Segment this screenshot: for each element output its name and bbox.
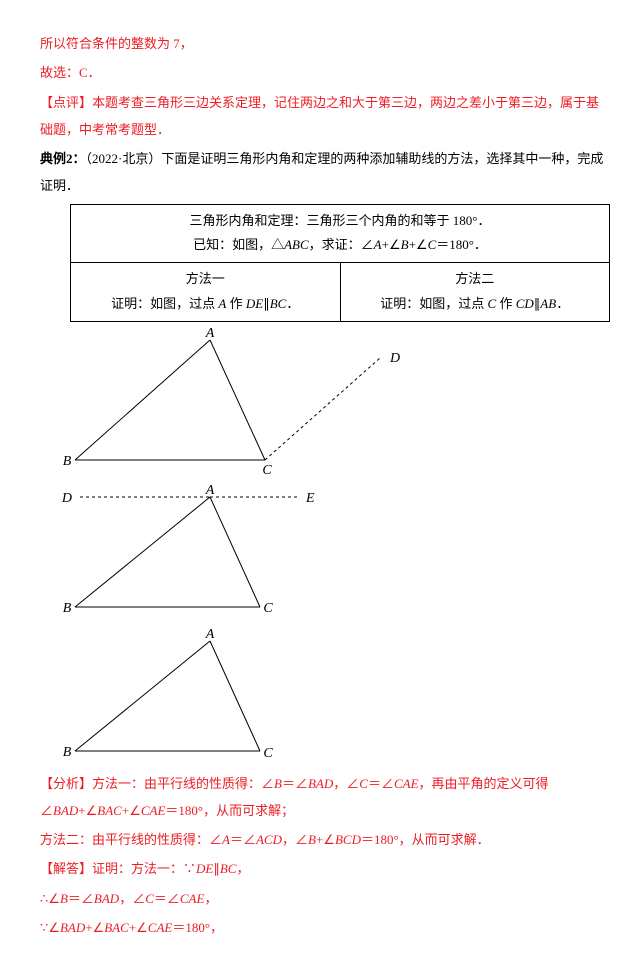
t2c: ，求证：∠: [309, 237, 374, 252]
aa: 【分析】方法一：由平行线的性质得：∠: [40, 776, 274, 791]
ao: ＝180°，从而可求解；: [165, 803, 294, 818]
s2b: B: [60, 891, 68, 906]
m2g1: +∠: [316, 832, 335, 847]
svg-text:A: A: [205, 328, 215, 341]
methods-table: 三角形内角和定理：三角形三个内角的和等于 180°． 已知：如图，△ABC，求证…: [70, 204, 610, 322]
m2i1: ＝180°，从而可求解．: [361, 832, 490, 847]
method1-cell: 方法一 证明：如图，过点 A 作 DE∥BC．: [71, 263, 341, 321]
t2b: ABC: [284, 237, 309, 252]
svg-text:D: D: [389, 351, 400, 366]
s3a: ∵∠: [40, 920, 60, 935]
m2a1: 方法二：由平行线的性质得：∠: [40, 832, 222, 847]
m2bg: ．: [556, 296, 569, 311]
answer-choice: 故选：C．: [40, 59, 611, 86]
example-body: （2022·北京）下面是证明三角形内角和定理的两种添加辅助线的方法，选择其中一种…: [40, 151, 603, 193]
t2f: B: [401, 237, 409, 252]
figure-2: A B C D E: [60, 482, 320, 622]
svg-text:A: A: [205, 483, 215, 498]
s2h: CAE: [180, 891, 205, 906]
m2bd: CD: [516, 296, 534, 311]
ad: BAD: [308, 776, 333, 791]
ak: +∠: [78, 803, 97, 818]
theorem-line1: 三角形内角和定理：三角形三个内角的和等于 180°．: [79, 209, 601, 234]
svg-text:C: C: [263, 746, 273, 761]
s3c: +∠: [85, 920, 104, 935]
m2h1: BCD: [335, 832, 361, 847]
s1d: BC: [220, 861, 237, 876]
solution-line1: 【解答】证明：方法一：∵DE∥BC，: [40, 855, 611, 882]
ab: B: [274, 776, 282, 791]
method1-body: 证明：如图，过点 A 作 DE∥BC．: [79, 292, 332, 317]
m1bc: 作: [226, 296, 246, 311]
t2d: A: [374, 237, 382, 252]
figure-1: A B C D: [60, 328, 400, 478]
m2c1: ＝∠: [230, 832, 256, 847]
ag: ＝∠: [368, 776, 394, 791]
method1-title: 方法一: [79, 267, 332, 292]
ah: CAE: [394, 776, 419, 791]
figure-3: A B C: [60, 626, 290, 766]
svg-text:D: D: [61, 491, 72, 506]
m2bc: 作: [496, 296, 516, 311]
t2a: 已知：如图，△: [193, 237, 284, 252]
s2g: ＝∠: [154, 891, 180, 906]
method2-title: 方法二: [349, 267, 602, 292]
example-2-heading: 典例2：（2022·北京）下面是证明三角形内角和定理的两种添加辅助线的方法，选择…: [40, 145, 611, 200]
s2d: BAD: [94, 891, 119, 906]
solution-line3: ∵∠BAD+∠BAC+∠CAE＝180°，: [40, 914, 611, 941]
s2i: ，: [204, 891, 217, 906]
example-label: 典例2：: [40, 151, 86, 166]
theorem-cell: 三角形内角和定理：三角形三个内角的和等于 180°． 已知：如图，△ABC，求证…: [71, 204, 610, 262]
s2e: ，∠: [119, 891, 145, 906]
svg-text:B: B: [63, 601, 72, 616]
s1e: ，: [236, 861, 249, 876]
af: C: [359, 776, 368, 791]
m1bd: DE: [246, 296, 263, 311]
s2f: C: [145, 891, 154, 906]
s1b: DE: [196, 861, 213, 876]
t2e: +∠: [382, 237, 401, 252]
svg-text:B: B: [63, 454, 72, 469]
ae: ，∠: [333, 776, 359, 791]
m2ba: 证明：如图，过点: [380, 296, 487, 311]
analysis-m1: 【分析】方法一：由平行线的性质得：∠B＝∠BAD，∠C＝∠CAE，再由平角的定义…: [40, 770, 611, 825]
svg-text:C: C: [262, 463, 272, 478]
m2f1: B: [308, 832, 316, 847]
aj: BAD: [53, 803, 78, 818]
s3b: BAD: [60, 920, 85, 935]
s2c: ＝∠: [68, 891, 94, 906]
m1bf: BC: [270, 296, 287, 311]
ac: ＝∠: [282, 776, 308, 791]
svg-text:B: B: [63, 745, 72, 760]
s3g: ＝180°，: [172, 920, 223, 935]
s3e: +∠: [129, 920, 148, 935]
solution-line2: ∴∠B＝∠BAD，∠C＝∠CAE，: [40, 885, 611, 912]
svg-text:C: C: [263, 601, 273, 616]
comment: 【点评】本题考查三角形三边关系定理，记住两边之和大于第三边，两边之差小于第三边，…: [40, 89, 611, 144]
m1bg: ．: [286, 296, 299, 311]
m2e1: ，∠: [282, 832, 308, 847]
al: BAC: [97, 803, 122, 818]
m2d1: ACD: [256, 832, 282, 847]
m1ba: 证明：如图，过点: [111, 296, 218, 311]
t2g: +∠: [409, 237, 428, 252]
am: +∠: [122, 803, 141, 818]
m2b1: A: [222, 832, 230, 847]
m2bf: AB: [540, 296, 556, 311]
svg-text:A: A: [205, 627, 215, 642]
s3f: CAE: [148, 920, 173, 935]
method2-body: 证明：如图，过点 C 作 CD∥AB．: [349, 292, 602, 317]
conclusion-integer: 所以符合条件的整数为 7，: [40, 30, 611, 57]
theorem-line2: 已知：如图，△ABC，求证：∠A+∠B+∠C＝180°．: [79, 233, 601, 258]
s2a: ∴∠: [40, 891, 60, 906]
method2-cell: 方法二 证明：如图，过点 C 作 CD∥AB．: [340, 263, 610, 321]
an: CAE: [141, 803, 166, 818]
analysis-m2: 方法二：由平行线的性质得：∠A＝∠ACD，∠B+∠BCD＝180°，从而可求解．: [40, 826, 611, 853]
s3d: BAC: [104, 920, 129, 935]
svg-text:E: E: [305, 491, 315, 506]
t2i: ＝180°．: [436, 237, 487, 252]
t2h: C: [428, 237, 437, 252]
s1a: 【解答】证明：方法一：∵: [40, 861, 196, 876]
m2bb: C: [488, 296, 497, 311]
